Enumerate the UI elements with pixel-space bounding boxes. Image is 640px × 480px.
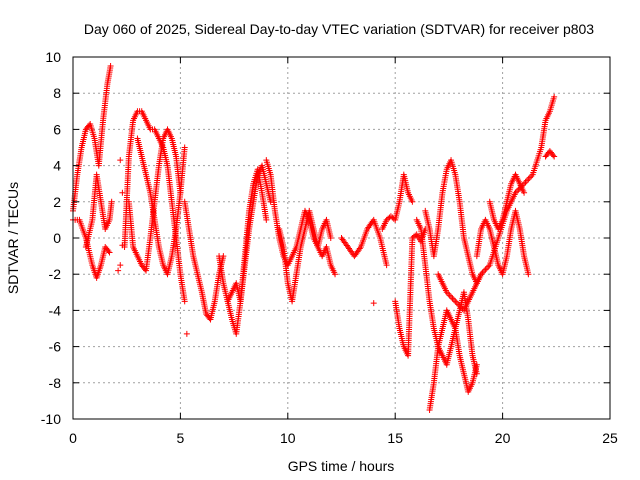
series-track-2 (70, 216, 113, 281)
series-track-16 (426, 289, 480, 413)
data-point (383, 262, 390, 269)
data-point (522, 179, 529, 186)
y-tick-label: -10 (41, 411, 61, 427)
data-point (526, 174, 533, 181)
data-point (452, 298, 459, 305)
data-point (525, 176, 532, 183)
series-track-7 (181, 198, 227, 323)
data-point (523, 177, 530, 184)
x-tick-label: 0 (69, 430, 77, 446)
data-point (449, 295, 456, 302)
series-track-15 (413, 216, 480, 395)
series-track-9 (224, 162, 274, 305)
y-tick-label: 8 (53, 85, 61, 101)
y-tick-label: -4 (49, 302, 62, 318)
data-point (107, 63, 114, 70)
chart-title: Day 060 of 2025, Sidereal Day-to-day VTE… (84, 21, 594, 37)
data-point (263, 216, 270, 223)
x-tick-label: 20 (495, 430, 511, 446)
series-track-21 (542, 148, 558, 160)
data-marks (70, 63, 558, 413)
data-point (332, 271, 339, 278)
data-point (108, 198, 115, 205)
series-track-3 (82, 171, 115, 251)
axis-ticks (72, 56, 611, 420)
data-point (183, 330, 190, 337)
data-point (115, 267, 122, 274)
data-point (181, 144, 188, 151)
data-point (327, 235, 334, 241)
data-point (551, 93, 558, 100)
data-point (448, 293, 455, 300)
data-point (550, 152, 557, 159)
data-point (106, 249, 113, 256)
x-tick-label: 5 (177, 430, 185, 446)
y-tick-label: -2 (49, 266, 62, 282)
data-point (119, 189, 126, 196)
y-tick-label: 0 (53, 230, 61, 246)
data-point (450, 296, 457, 303)
series-track-18 (435, 93, 558, 314)
data-point (370, 300, 377, 307)
x-tick-labels: 0 5 10 15 20 25 (69, 430, 618, 446)
x-tick-label: 25 (602, 430, 618, 446)
series-track-20 (486, 171, 528, 232)
y-tick-label: 2 (53, 194, 61, 210)
series-track-1 (70, 63, 114, 214)
x-tick-label: 10 (280, 430, 296, 446)
series-track-12 (338, 216, 390, 269)
data-point (117, 262, 124, 269)
series-track-19 (473, 207, 532, 278)
y-tick-label: 4 (53, 158, 61, 174)
y-tick-label: -6 (49, 339, 62, 355)
data-point (446, 292, 453, 299)
series-track-4 (121, 108, 188, 305)
y-tick-label: 6 (53, 121, 61, 137)
x-tick-label: 15 (387, 430, 403, 446)
data-point (117, 157, 124, 164)
data-point (119, 242, 126, 249)
data-point (105, 248, 112, 255)
data-point (412, 232, 419, 239)
data-point (483, 265, 490, 272)
y-tick-label: -8 (49, 375, 62, 391)
data-point (551, 153, 558, 160)
data-point (473, 370, 480, 377)
grid (73, 57, 610, 419)
data-point (482, 266, 489, 273)
series-outliers (115, 157, 377, 337)
x-axis-label: GPS time / hours (288, 458, 395, 474)
series-track-13 (379, 171, 416, 232)
y-axis-label: SDTVAR / TECUs (5, 182, 21, 294)
data-point (525, 271, 532, 278)
series-track-17 (422, 157, 485, 287)
series-track-6 (134, 135, 188, 278)
series-track-8 (216, 166, 270, 337)
data-point (409, 198, 416, 205)
data-point (267, 198, 274, 205)
y-tick-label: 10 (45, 49, 61, 65)
series-track-11 (276, 207, 339, 305)
y-tick-labels: -10 -8 -6 -4 -2 0 2 4 6 8 10 (41, 49, 61, 427)
data-point (480, 268, 487, 275)
data-point (181, 298, 188, 305)
data-point (453, 299, 460, 306)
data-point (521, 189, 528, 196)
